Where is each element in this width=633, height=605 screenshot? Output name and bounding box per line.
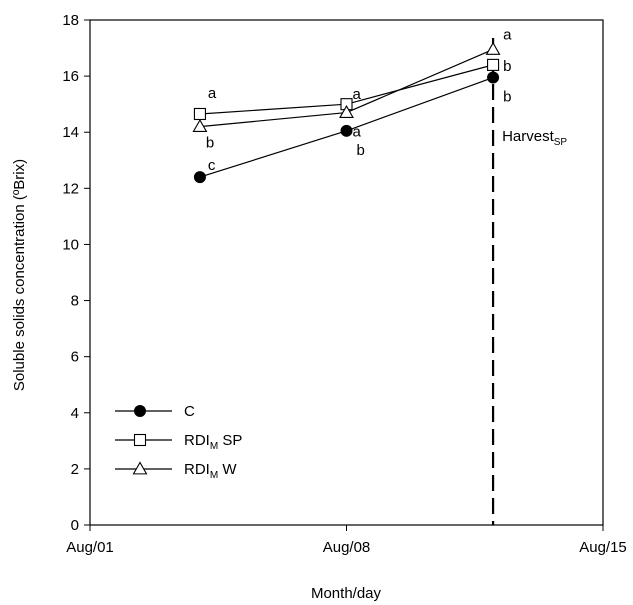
marker-open-triangle bbox=[485, 41, 501, 55]
marker-filled-circle bbox=[134, 405, 146, 417]
y-tick-label: 18 bbox=[62, 12, 79, 29]
data-label: b bbox=[206, 135, 214, 152]
legend-item: RDIM W bbox=[115, 461, 237, 481]
series-line-segment bbox=[199, 103, 347, 115]
series-markers: a a b bbox=[193, 58, 511, 121]
y-tick-label: 0 bbox=[71, 517, 79, 534]
marker-filled-circle bbox=[340, 124, 353, 137]
marker-filled-circle bbox=[193, 171, 206, 184]
data-label: b bbox=[503, 89, 511, 106]
annotations: HarvestSP bbox=[491, 38, 567, 525]
series-line-group bbox=[199, 48, 494, 128]
marker-open-square bbox=[487, 58, 500, 71]
series-line-segment bbox=[346, 76, 494, 132]
marker-open-square bbox=[193, 107, 206, 121]
series-line-group bbox=[199, 64, 494, 115]
y-axis: 0 2 4 6 8 10 12 14 16 18 bbox=[62, 12, 90, 534]
series-line-segment bbox=[346, 64, 494, 105]
x-tick-label: Aug/15 bbox=[579, 539, 627, 556]
marker-filled-circle bbox=[487, 71, 500, 84]
legend: C RDIM SP RDIM W bbox=[115, 403, 242, 481]
series-line-group bbox=[199, 76, 494, 178]
data-label: a bbox=[353, 124, 362, 141]
series-line-segment bbox=[199, 111, 347, 128]
y-tick-label: 10 bbox=[62, 236, 79, 253]
legend-item: C bbox=[115, 403, 195, 420]
harvest-label: HarvestSP bbox=[502, 128, 567, 148]
legend-label: C bbox=[184, 403, 195, 420]
y-tick-label: 6 bbox=[71, 349, 79, 366]
x-tick-label: Aug/01 bbox=[66, 539, 114, 556]
y-tick-label: 2 bbox=[71, 461, 79, 478]
data-label: b bbox=[357, 142, 365, 159]
data-label: b bbox=[503, 58, 511, 75]
y-axis-title: Soluble solids concentration (ºBrix) bbox=[11, 159, 28, 391]
legend-label: RDIM W bbox=[184, 461, 237, 481]
marker-open-triangle bbox=[132, 461, 148, 475]
y-tick-label: 16 bbox=[62, 68, 79, 85]
data-label: a bbox=[353, 86, 362, 103]
marker-open-square bbox=[133, 433, 147, 447]
legend-item: RDIM SP bbox=[115, 432, 242, 452]
y-tick-label: 12 bbox=[62, 180, 79, 197]
y-tick-label: 14 bbox=[62, 124, 79, 141]
y-tick-label: 4 bbox=[71, 405, 79, 422]
series-markers: baa bbox=[192, 26, 512, 152]
x-tick-label: Aug/08 bbox=[323, 539, 371, 556]
y-tick-label: 8 bbox=[71, 293, 79, 310]
marker-open-triangle bbox=[192, 119, 208, 133]
data-label: c bbox=[208, 157, 216, 174]
data-label: a bbox=[503, 26, 512, 43]
series-markers: cbb bbox=[193, 71, 511, 184]
series-line-segment bbox=[346, 48, 494, 114]
legend-label: RDIM SP bbox=[184, 432, 242, 452]
x-axis: Aug/01 Aug/08 Aug/15 bbox=[66, 525, 627, 556]
series-line-segment bbox=[199, 130, 347, 178]
data-label: a bbox=[208, 85, 217, 102]
x-axis-title: Month/day bbox=[311, 585, 382, 602]
marker-open-triangle bbox=[339, 104, 354, 119]
